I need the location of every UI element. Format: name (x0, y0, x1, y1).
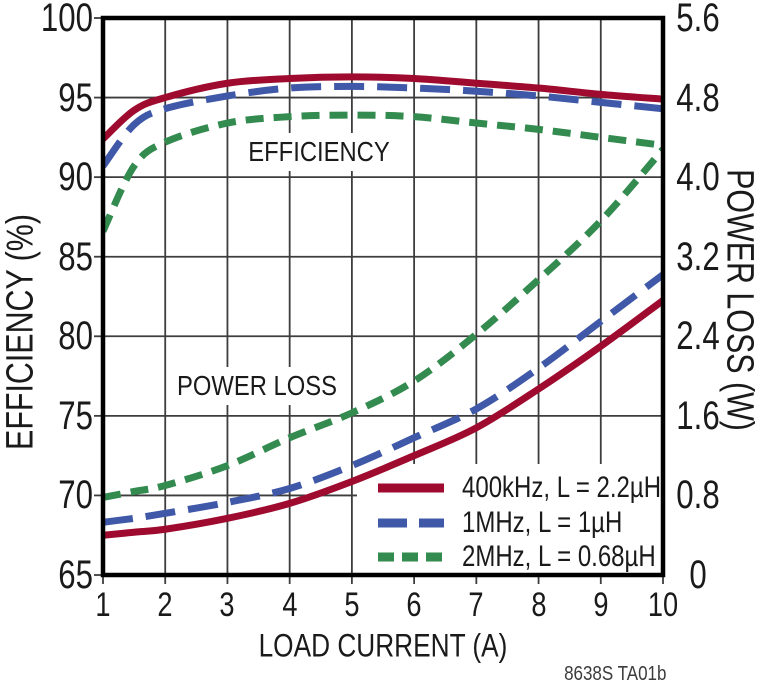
x-axis-tick-1: 1 (95, 586, 111, 624)
legend-row-2mhz: 2MHz, L = 0.68µH (376, 540, 704, 574)
efficiency-annotation: EFFICIENCY (239, 133, 399, 171)
legend-label-1mhz: 1MHz, L = 1µH (462, 506, 623, 539)
left-axis-tick-90: 90 (58, 155, 93, 200)
left-axis-title: EFFICIENCY (%) (0, 214, 42, 450)
right-axis-tick-1.6: 1.6 (676, 393, 720, 438)
legend-label-2mhz: 2MHz, L = 0.68µH (462, 540, 656, 573)
left-axis-tick-65: 65 (58, 553, 93, 597)
legend-row-1mhz: 1MHz, L = 1µH (376, 506, 662, 540)
left-axis-tick-70: 70 (58, 473, 93, 518)
x-axis-tick-3: 3 (219, 586, 235, 624)
legend: 400kHz, L = 2.2µH 1MHz, L = 1µH 2MHz, L … (376, 469, 666, 575)
x-axis-tick-10: 10 (647, 586, 679, 624)
right-axis-tick-0: 0 (689, 553, 707, 597)
right-axis-tick-4.8: 4.8 (676, 75, 720, 120)
power-loss-curve-400khz (103, 297, 663, 539)
right-axis-tick-5.6: 5.6 (676, 0, 720, 40)
power-loss-annotation: POWER LOSS (168, 367, 346, 405)
x-axis-tick-9: 9 (593, 586, 609, 624)
x-axis-tick-8: 8 (530, 586, 547, 624)
right-axis-tick-2.4: 2.4 (676, 314, 720, 359)
x-axis-tick-6: 6 (406, 586, 422, 624)
legend-line-2mhz (378, 552, 444, 562)
right-axis-tick-4.0: 4.0 (676, 155, 720, 200)
legend-line-400khz (378, 483, 444, 493)
right-axis-tick-0.8: 0.8 (676, 473, 720, 518)
efficiency-curve-400khz (103, 73, 663, 142)
efficiency-curve-1mhz (103, 82, 663, 169)
legend-line-1mhz (378, 518, 444, 528)
right-axis-tick-3.2: 3.2 (676, 234, 720, 279)
x-axis-tick-2: 2 (157, 586, 173, 624)
left-axis-tick-75: 75 (58, 393, 93, 438)
right-axis-title: POWER LOSS (W) (718, 169, 760, 431)
legend-row-400khz: 400kHz, L = 2.2µH (376, 471, 711, 505)
left-axis-tick-95: 95 (58, 75, 93, 120)
figure-note: 8638S TA01b (563, 663, 666, 685)
left-axis-tick-100: 100 (40, 0, 93, 40)
efficiency-curve-2mhz (103, 111, 663, 233)
x-axis-tick-5: 5 (344, 586, 360, 624)
legend-label-400khz: 400kHz, L = 2.2µH (462, 471, 662, 504)
x-axis-tick-4: 4 (282, 586, 298, 624)
x-axis-title: LOAD CURRENT (A) (258, 627, 508, 664)
power-loss-curve-1mhz (103, 271, 663, 526)
x-axis-tick-7: 7 (468, 586, 484, 624)
power-loss-curve-2mhz (103, 146, 663, 501)
left-axis-tick-80: 80 (58, 314, 93, 359)
left-axis-tick-85: 85 (58, 234, 93, 279)
plot-frame (100, 15, 666, 578)
